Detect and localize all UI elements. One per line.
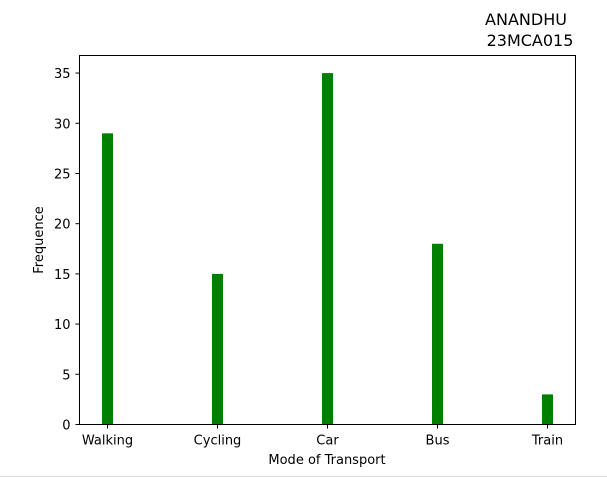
x-axis-ticks: Walking Cycling Car Bus Train <box>82 424 563 449</box>
bar-car <box>322 73 333 425</box>
x-tick-label-bus: Bus <box>426 434 450 449</box>
bar-bus <box>432 243 443 425</box>
bottom-divider <box>0 476 607 477</box>
bar-walking <box>102 133 113 425</box>
chart-title-line-1: ANANDHU <box>485 10 567 29</box>
bar-train <box>542 394 553 425</box>
bar-cycling <box>212 273 223 425</box>
x-tick-label-train: Train <box>531 434 563 449</box>
y-tick-label: 30 <box>54 117 71 132</box>
x-tick-label-car: Car <box>316 434 339 449</box>
y-tick-label: 25 <box>54 167 71 182</box>
x-axis-label: Mode of Transport <box>268 453 385 468</box>
plot-frame <box>79 55 576 425</box>
x-tick-label-walking: Walking <box>82 434 133 449</box>
y-axis-ticks: 0 5 10 15 20 25 30 35 <box>54 67 80 434</box>
y-tick-label: 0 <box>62 419 70 434</box>
y-tick-label: 15 <box>54 268 71 283</box>
y-tick-label: 20 <box>54 218 71 233</box>
x-tick-label-cycling: Cycling <box>194 434 242 449</box>
y-tick-label: 10 <box>54 318 71 333</box>
y-tick-label: 5 <box>62 368 70 383</box>
y-axis-label: Frequence <box>32 206 47 273</box>
chart-title-line-2: 23MCA015 <box>487 31 574 50</box>
bars-group <box>102 73 553 425</box>
y-tick-label: 35 <box>54 67 71 82</box>
